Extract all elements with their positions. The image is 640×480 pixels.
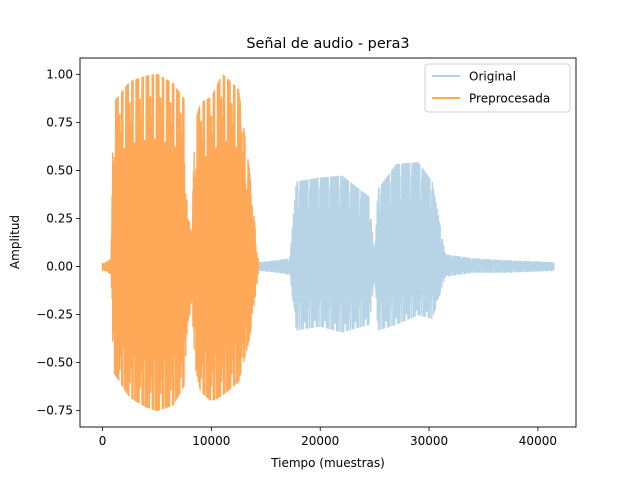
x-tick-label: 10000 — [192, 434, 230, 448]
y-tick-label: −0.75 — [36, 404, 73, 418]
legend-box — [424, 63, 571, 113]
series-line-preprocesada — [101, 73, 259, 412]
series-preprocesada — [101, 73, 259, 412]
y-axis-label: Amplitud — [8, 215, 22, 269]
plot-area — [101, 73, 555, 412]
legend-label-preprocesada: Preprocesada — [469, 92, 550, 106]
y-tick-label: 0.00 — [46, 260, 73, 274]
legend: Original Preprocesada — [424, 63, 571, 113]
y-tick-label: 0.25 — [46, 211, 73, 225]
legend-label-original: Original — [469, 70, 516, 84]
axes-frame — [79, 57, 577, 428]
y-tick-label: −0.25 — [36, 308, 73, 322]
y-tick-label: 1.00 — [46, 67, 73, 81]
x-axis-label: Tiempo (muestras) — [270, 456, 385, 470]
y-axis: −0.75 −0.50 −0.25 0.00 0.25 0.50 0.75 1.00 — [36, 67, 80, 418]
x-tick-label: 20000 — [301, 434, 339, 448]
y-tick-label: −0.50 — [36, 356, 73, 370]
x-tick-label: 0 — [99, 434, 107, 448]
y-tick-label: 0.75 — [46, 115, 73, 129]
x-tick-label: 40000 — [519, 434, 557, 448]
x-tick-label: 30000 — [410, 434, 448, 448]
chart-title: Señal de audio - pera3 — [246, 36, 409, 52]
x-axis: 0 10000 20000 30000 40000 — [99, 427, 557, 448]
y-tick-label: 0.50 — [46, 163, 73, 177]
